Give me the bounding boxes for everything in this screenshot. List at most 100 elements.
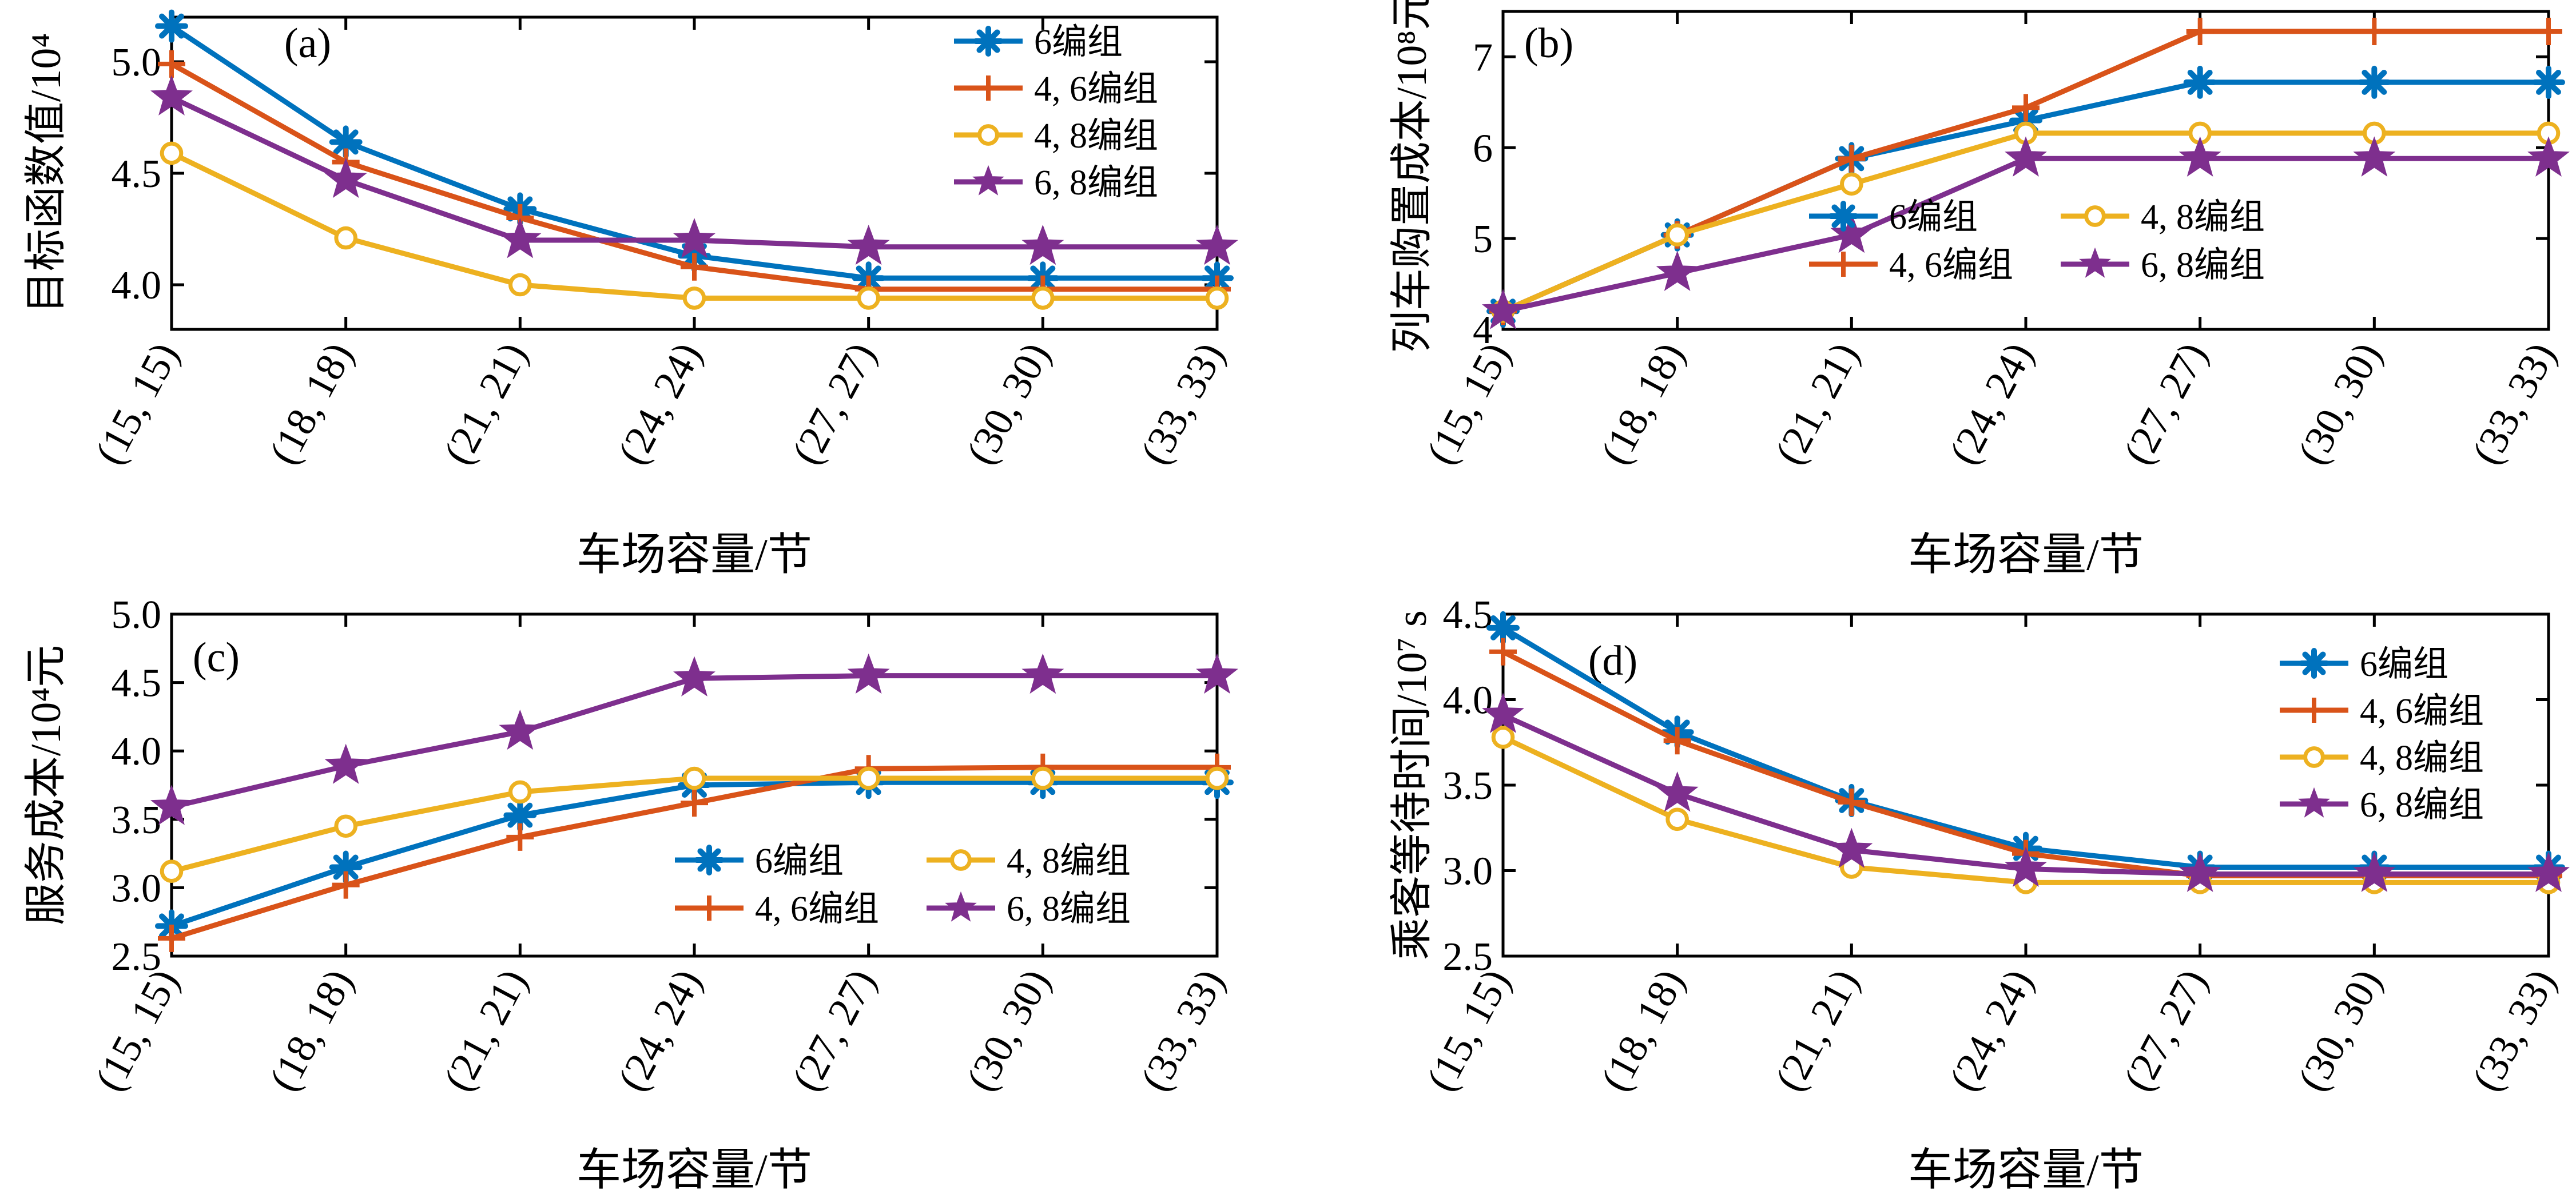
y-tick-label: 5.0 [112, 41, 162, 85]
data-point-marker-star [1196, 653, 1238, 694]
data-point [158, 924, 185, 952]
data-point [1830, 827, 1873, 869]
data-point-marker-star [2179, 851, 2221, 892]
x-tick-label: (18, 18) [1592, 962, 1694, 1098]
series-3 [160, 141, 1229, 310]
data-point-marker-star [1830, 827, 1873, 869]
data-point-marker-circle [950, 849, 972, 871]
data-point [847, 653, 890, 694]
data-point-marker-star [1021, 653, 1064, 694]
data-point [2186, 17, 2214, 45]
data-point [2353, 136, 2396, 177]
series-line [1502, 29, 2549, 314]
x-tick-label: (30, 30) [957, 335, 1059, 472]
data-point [1031, 286, 1055, 310]
data-point-marker-star [1830, 212, 1873, 253]
data-point-marker-circle [857, 766, 880, 790]
data-point-marker-star [499, 218, 542, 258]
data-point [2360, 17, 2388, 45]
legend-entry: 4, 6编组 [675, 890, 879, 929]
data-point [508, 273, 532, 297]
legend-label: 6, 8编组 [1007, 890, 1131, 929]
data-point [1489, 638, 1517, 666]
data-point-marker-circle [2303, 746, 2325, 768]
legend-entry: 6编组 [2280, 645, 2448, 684]
legend-label: 6, 8编组 [2360, 786, 2484, 825]
y-tick-label: 7 [1473, 35, 1493, 79]
x-axis-label: 车场容量/节 [1908, 530, 2144, 579]
y-tick-label: 4.0 [112, 730, 162, 774]
data-point-marker-star [1196, 224, 1238, 265]
x-tick-label: (21, 21) [435, 335, 536, 472]
data-point-marker-stroke [1831, 204, 1855, 228]
data-point-marker-star [150, 785, 193, 825]
y-tick-label: 4.5 [112, 662, 162, 706]
y-tick-label: 4.0 [112, 264, 162, 308]
data-point [329, 125, 363, 159]
legend-label: 6编组 [1034, 23, 1123, 62]
data-point-marker-star [2527, 136, 2570, 177]
data-point-marker-star [499, 709, 542, 750]
data-point-marker-circle [2084, 205, 2106, 227]
x-axis-label: 车场容量/节 [577, 530, 812, 579]
legend-label: 6编组 [2360, 645, 2448, 684]
data-point [1830, 212, 1873, 253]
series-3 [160, 766, 1229, 883]
data-point [332, 871, 360, 899]
data-point-marker-star [2353, 851, 2396, 892]
series-4 [150, 75, 1238, 265]
series-4 [150, 653, 1238, 825]
plot-area-frame [1501, 10, 2550, 331]
data-point [2353, 851, 2396, 892]
data-point [2527, 136, 2570, 177]
panel-label: (d) [1588, 638, 1637, 684]
data-point [1482, 692, 1524, 733]
data-point [2012, 94, 2040, 122]
data-point-marker-circle [977, 124, 999, 146]
y-tick-label: 3.0 [112, 866, 162, 910]
data-point [1031, 766, 1055, 790]
data-point [150, 785, 193, 825]
legend-entry: 4, 6编组 [2280, 692, 2484, 731]
data-point-marker-star [324, 157, 367, 198]
y-tick-label: 5.0 [112, 593, 162, 637]
data-point [1656, 771, 1699, 812]
legend-entry: 6, 8编组 [2280, 786, 2484, 825]
x-axis-label: 车场容量/节 [1908, 1145, 2144, 1195]
data-point-marker-star [2298, 787, 2330, 818]
data-point-marker-stroke [976, 29, 1000, 53]
data-point-marker-star [673, 656, 715, 696]
data-point-marker-star [2527, 851, 2570, 892]
data-point-marker-star [2353, 136, 2396, 177]
data-point [1491, 725, 1515, 749]
x-tick-label: (24, 24) [1940, 335, 2042, 472]
data-point [160, 859, 184, 883]
legend-label: 4, 8编组 [1034, 117, 1158, 156]
data-point [155, 9, 188, 43]
legend-entry: 4, 8编组 [954, 117, 1158, 156]
chart-panel-b: 4 5 6 7 (15, 15) (18, 18) (21, 21) (24, 24) (27,… [1389, 0, 2570, 579]
x-tick-label: (24, 24) [1940, 962, 2042, 1098]
data-point [682, 766, 706, 790]
data-point [2179, 136, 2221, 177]
y-tick-label: 2.5 [1443, 935, 1493, 979]
y-tick-label: 4.5 [112, 152, 162, 196]
legend-entry: 6, 8编组 [2061, 246, 2265, 285]
data-point [2179, 851, 2221, 892]
data-point-marker-stroke [507, 802, 533, 828]
legend-entry: 6, 8编组 [927, 890, 1131, 929]
x-tick-label: (27, 27) [783, 962, 885, 1098]
legend-entry: 4, 8编组 [2280, 739, 2484, 778]
x-tick-label: (18, 18) [260, 335, 362, 472]
data-point-marker-star [945, 891, 977, 922]
data-point [334, 814, 357, 838]
y-axis-label: 乘客等待时间/10⁷ s [1389, 610, 1436, 960]
data-point [2535, 17, 2562, 45]
data-point-marker-star [1021, 224, 1064, 265]
data-point-marker-circle [160, 859, 184, 883]
legend-label: 4, 6编组 [755, 890, 879, 929]
x-tick-label: (18, 18) [1592, 335, 1694, 472]
data-point [1656, 250, 1699, 291]
chart-panel-d: 2.5 3.0 3.5 4.0 4.5 (15, 15) (18, 18) (21, 21) (… [1389, 593, 2570, 1195]
data-point [160, 141, 184, 165]
